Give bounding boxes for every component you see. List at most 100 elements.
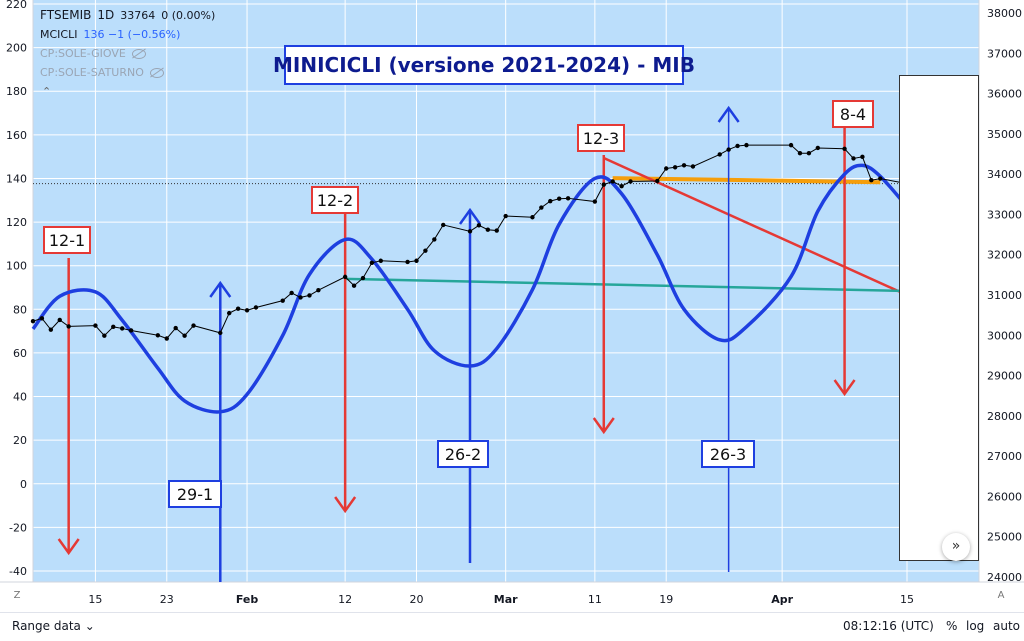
cycle-label: 12-2 <box>317 191 353 210</box>
cycle-label: 12-3 <box>583 129 619 148</box>
legend-main-row[interactable]: FTSEMIB 1D 33764 0 (0.00%) <box>40 6 215 25</box>
data-point-ftsemib <box>690 164 696 169</box>
data-point-ftsemib <box>423 248 428 253</box>
cycle-label-box: 12-1 <box>43 226 91 254</box>
data-point-ftsemib <box>842 146 847 151</box>
data-point-ftsemib <box>378 258 384 263</box>
y-right-tick-label: 36000 <box>987 88 1022 101</box>
cycle-label-frame <box>577 124 625 152</box>
data-point-ftsemib <box>93 323 98 328</box>
indicator-name[interactable]: MCICLI <box>40 28 78 41</box>
data-point-ftsemib <box>494 228 499 233</box>
cycle-label: 26-2 <box>445 445 481 464</box>
data-point-ftsemib <box>111 324 116 330</box>
data-point-ftsemib <box>530 215 535 220</box>
auto-toggle[interactable]: auto <box>993 619 1021 633</box>
data-point-ftsemib <box>476 223 482 228</box>
x-tick-label: Mar <box>494 593 518 606</box>
legend-indicator-row[interactable]: MCICLI 136 −1 (−0.56%) <box>40 25 215 44</box>
y-right-tick-label: 32000 <box>987 249 1022 262</box>
eye-off-icon[interactable] <box>131 48 146 59</box>
data-point-ftsemib <box>744 142 749 148</box>
data-point-ftsemib <box>467 229 473 234</box>
data-point-ftsemib <box>797 150 803 156</box>
data-point-ftsemib <box>619 184 624 189</box>
data-point-ftsemib <box>289 290 294 296</box>
y-left-tick-label: 140 <box>6 172 27 185</box>
data-point-ftsemib <box>485 227 491 232</box>
data-point-ftsemib <box>441 222 446 228</box>
data-point-ftsemib <box>851 156 856 161</box>
collapse-legend-icon[interactable]: ⌃ <box>42 85 52 98</box>
data-point-ftsemib <box>235 306 241 311</box>
legend-hidden-series-2[interactable]: CP:SOLE-SATURNO <box>40 63 215 82</box>
y-right-tick-label: 33000 <box>987 208 1022 221</box>
data-point-ftsemib <box>788 142 794 148</box>
interval[interactable]: 1D <box>97 8 115 22</box>
scroll-to-realtime-button[interactable]: » <box>942 533 970 561</box>
y-left-tick-label: 120 <box>6 216 27 229</box>
data-point-ftsemib <box>155 333 161 338</box>
percent-toggle[interactable]: % <box>946 619 958 633</box>
legend: FTSEMIB 1D 33764 0 (0.00%) MCICLI 136 −1… <box>40 6 215 101</box>
data-point-ftsemib <box>218 330 223 336</box>
cycle-label-frame <box>311 186 359 214</box>
chevron-down-icon[interactable]: ⌄ <box>84 619 95 633</box>
y-right-tick-label: 28000 <box>987 410 1022 423</box>
data-point-ftsemib <box>672 165 678 170</box>
hidden-series-label[interactable]: CP:SOLE-SATURNO <box>40 66 144 79</box>
auto-scale-corner-button[interactable]: A <box>997 590 1005 601</box>
x-tick-label: Feb <box>236 593 259 606</box>
range-selector[interactable]: Range data ⌄ <box>12 619 95 633</box>
y-left-tick-label: 20 <box>13 434 27 447</box>
y-right-tick-label: 35000 <box>987 128 1022 141</box>
data-point-ftsemib <box>869 177 874 183</box>
timezone-corner-button[interactable]: Z <box>13 590 21 601</box>
data-point-ftsemib <box>298 295 303 300</box>
data-point-ftsemib <box>503 213 508 219</box>
arrow-down-head <box>592 417 615 435</box>
data-point-ftsemib <box>815 145 821 151</box>
quote-change: 0 (0.00%) <box>161 9 216 22</box>
data-point-ftsemib <box>806 150 812 156</box>
y-left-tick-label: -20 <box>9 521 27 534</box>
data-point-ftsemib <box>878 176 883 181</box>
eye-off-icon[interactable] <box>149 67 164 78</box>
arrow-up-head <box>458 207 482 225</box>
data-point-ftsemib <box>342 274 348 280</box>
cycle-label-box: 29-1 <box>168 480 222 508</box>
data-point-ftsemib <box>717 152 722 157</box>
side-panel <box>899 75 979 561</box>
x-tick-label: 20 <box>409 593 423 606</box>
range-label[interactable]: Range data <box>12 619 81 633</box>
y-right-tick-label: 27000 <box>987 450 1022 463</box>
data-point-ftsemib <box>432 237 437 242</box>
legend-hidden-series-1[interactable]: CP:SOLE-GIOVE <box>40 44 215 63</box>
data-point-ftsemib <box>539 205 544 210</box>
arrow-up-head <box>209 280 232 298</box>
x-tick-label: 12 <box>338 593 352 606</box>
cycle-label: 26-3 <box>710 445 746 464</box>
cycle-label-frame <box>701 440 755 468</box>
clock[interactable]: 08:12:16 (UTC) <box>843 619 934 633</box>
x-tick-label: 23 <box>160 593 174 606</box>
data-point-ftsemib <box>57 317 62 323</box>
data-point-ftsemib <box>369 260 375 265</box>
symbol-name[interactable]: FTSEMIB <box>40 8 92 22</box>
data-point-ftsemib <box>307 293 312 298</box>
data-point-ftsemib <box>655 178 660 184</box>
x-tick-label: 15 <box>88 593 102 606</box>
y-axis-right: 38000 37000 36000 35000 34000 33000 32000 31000… <box>987 7 1022 584</box>
log-toggle[interactable]: log <box>966 619 985 633</box>
x-tick-label: 15 <box>900 593 914 606</box>
data-point-ftsemib <box>191 323 196 328</box>
y-right-tick-label: 24000 <box>987 571 1022 584</box>
cycle-label-box: 12-2 <box>311 186 359 214</box>
data-point-ftsemib <box>735 143 740 149</box>
data-point-ftsemib <box>860 154 865 160</box>
data-point-ftsemib <box>128 328 134 333</box>
cycle-label: 8-4 <box>840 105 866 124</box>
hidden-series-label[interactable]: CP:SOLE-GIOVE <box>40 47 126 60</box>
y-left-tick-label: 200 <box>6 42 27 55</box>
